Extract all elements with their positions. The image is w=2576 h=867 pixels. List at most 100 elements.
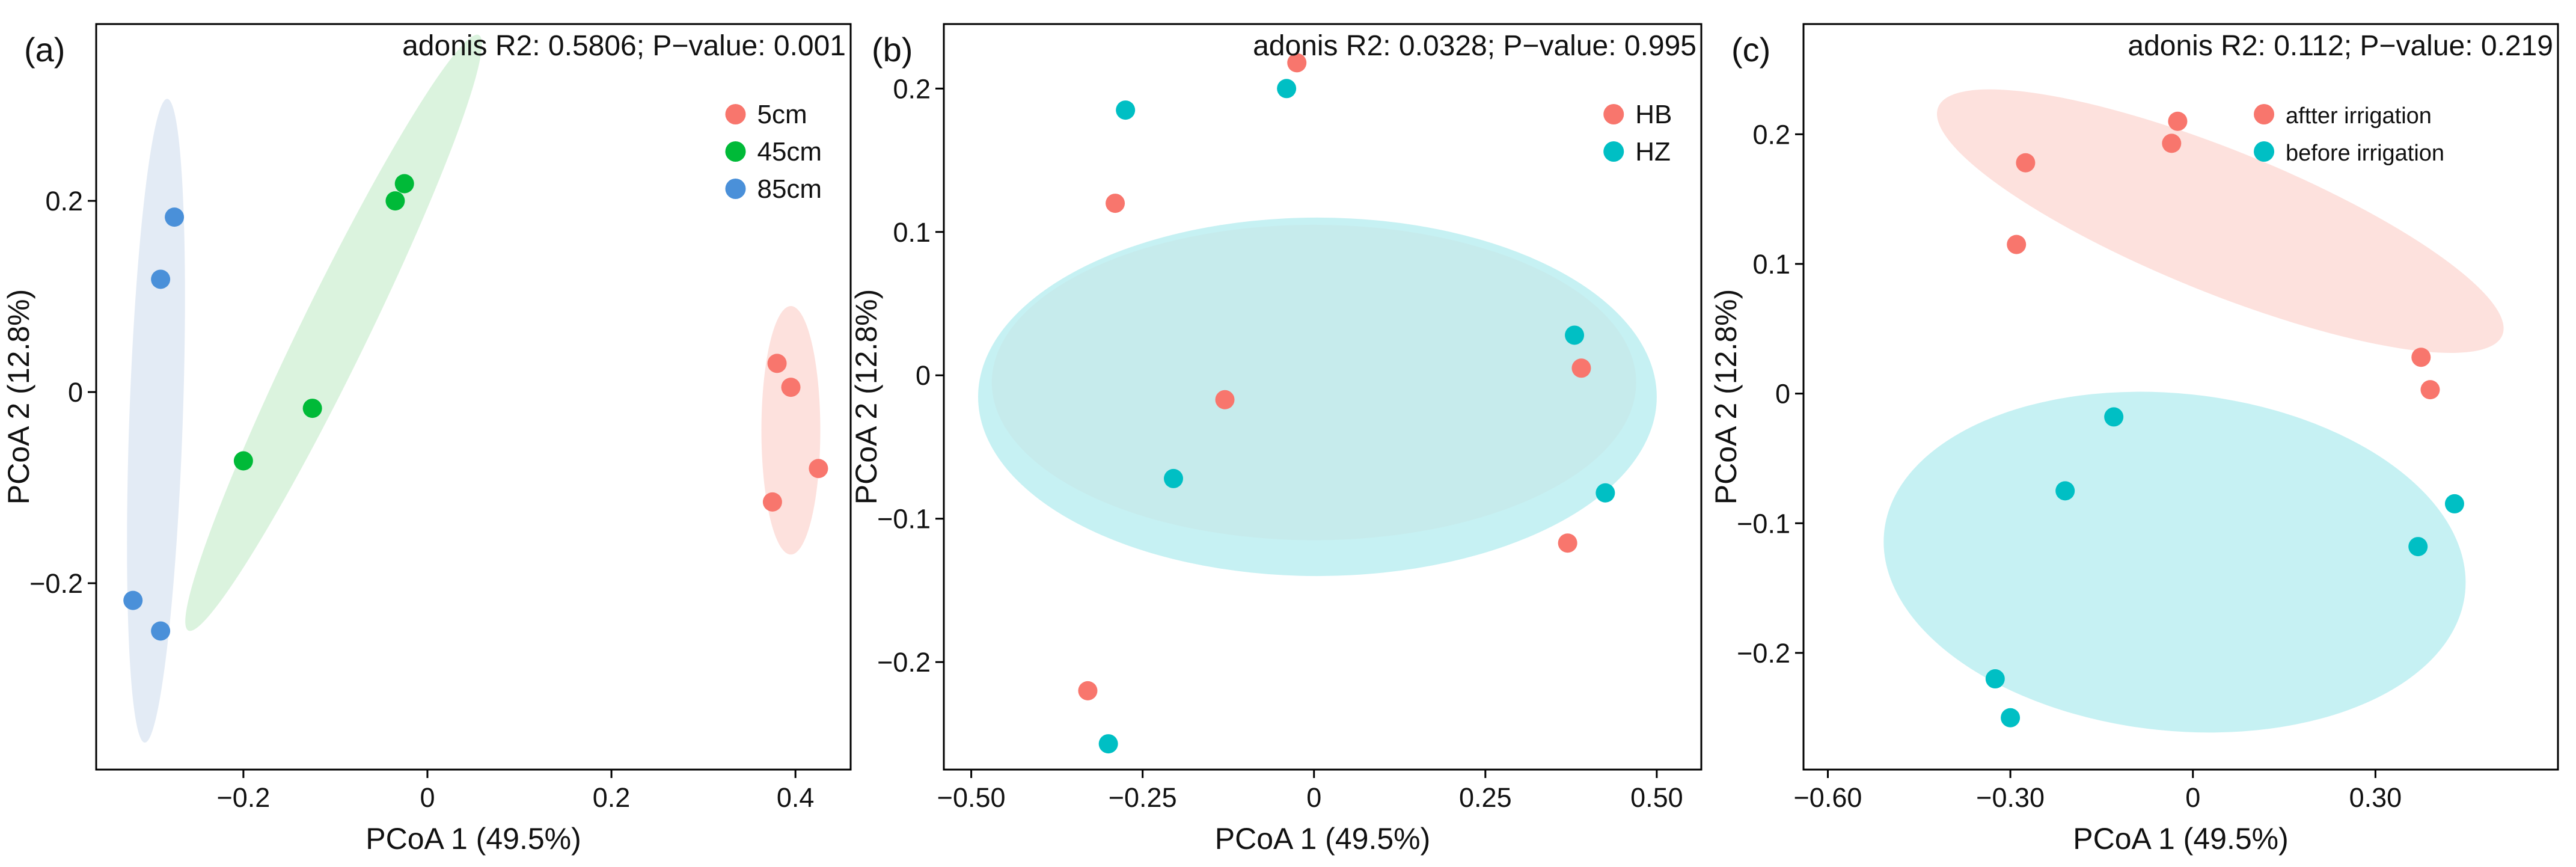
x-tick-label: 0.4 (777, 782, 815, 813)
point-hz-4 (1163, 468, 1183, 488)
point-aftter-irrigation-0 (2016, 153, 2036, 173)
point-hb-1 (1106, 194, 1125, 213)
panel-c: −0.60 −0.30 0 0.30 0.2 0.1 0 −0.1 −0.2 PCoA 1 (49… (1709, 23, 2559, 856)
y-tick-label: −0.2 (29, 568, 83, 599)
adonis-annotation: adonis R2: 0.0328; P−value: 0.995 (1253, 30, 1696, 62)
point-aftter-irrigation-1 (2168, 111, 2188, 131)
adonis-annotation: adonis R2: 0.112; P−value: 0.219 (2128, 30, 2553, 62)
ellipse-5cm (761, 305, 821, 555)
x-tick-label: −0.2 (216, 782, 270, 813)
point-hb-5 (1078, 681, 1098, 700)
legend-swatch (1603, 104, 1624, 124)
point-before-irrigation-1 (2055, 481, 2075, 501)
legend-label: 85cm (757, 174, 822, 204)
legend-swatch (725, 104, 746, 124)
x-tick-label: −0.50 (937, 782, 1006, 813)
y-tick-label: 0 (916, 360, 931, 391)
point-5cm-3 (762, 492, 782, 512)
panel-label: (a) (24, 31, 65, 69)
y-tick-label: 0 (68, 377, 83, 408)
point-hz-5 (1098, 734, 1118, 754)
y-axis-label: PCoA 2 (12.8%) (1709, 289, 1743, 505)
point-45cm-2 (302, 399, 322, 418)
legend-label: before irrigation (2286, 141, 2444, 166)
point-5cm-1 (781, 378, 801, 397)
y-tick-label: −0.2 (1737, 638, 1790, 669)
x-tick-label: 0.30 (2349, 782, 2402, 813)
point-before-irrigation-5 (2001, 708, 2021, 728)
point-before-irrigation-4 (1985, 669, 2005, 689)
point-85cm-1 (151, 269, 171, 289)
x-tick-label: −0.60 (1794, 782, 1862, 813)
y-axis-label: PCoA 2 (12.8%) (849, 289, 883, 505)
point-45cm-0 (394, 174, 414, 194)
x-tick-label: −0.30 (1976, 782, 2045, 813)
x-tick-label: 0 (420, 782, 435, 813)
panel-label: (b) (872, 31, 913, 69)
point-45cm-1 (385, 191, 405, 211)
legend-swatch (2254, 141, 2275, 162)
panel-a: −0.2 0 0.2 0.4 0.2 0 −0.2 PCoA 1 (49.5%) PCoA 2 … (2, 23, 852, 856)
point-85cm-0 (165, 207, 185, 227)
point-aftter-irrigation-4 (2411, 348, 2431, 367)
point-before-irrigation-0 (2104, 407, 2124, 427)
y-tick-label: 0.1 (1752, 249, 1790, 280)
y-tick-label: 0.2 (893, 73, 931, 104)
ellipse-before-irrigation (1883, 391, 2466, 733)
legend-label: 45cm (757, 137, 822, 167)
y-tick-label: −0.2 (877, 647, 931, 678)
x-tick-label: 0.50 (1630, 782, 1683, 813)
point-5cm-0 (767, 354, 787, 373)
point-hz-2 (1565, 325, 1585, 345)
point-hb-0 (1287, 53, 1307, 73)
x-tick-label: 0.2 (593, 782, 631, 813)
point-hb-4 (1558, 533, 1577, 553)
legend-swatch (725, 179, 746, 199)
point-hb-3 (1571, 358, 1591, 378)
legend-label: 5cm (757, 100, 807, 129)
point-hz-0 (1116, 100, 1136, 120)
panel-b: −0.50 −0.25 0 0.25 0.50 0.2 0.1 0 −0.1 −0.2 PCoA 1… (849, 23, 1703, 856)
ellipse-layer (1883, 89, 2504, 733)
x-tick-label: 0 (2185, 782, 2200, 813)
y-tick-label: 0 (1775, 379, 1790, 409)
legend-swatch (1603, 141, 1624, 162)
legend: HB HZ (1603, 100, 1672, 167)
ellipse-45cm (185, 34, 482, 631)
point-aftter-irrigation-2 (2162, 133, 2182, 153)
point-85cm-3 (151, 621, 171, 641)
point-hb-2 (1215, 390, 1235, 409)
point-before-irrigation-2 (2444, 494, 2464, 513)
plot-frame (95, 23, 852, 771)
legend-swatch (2254, 104, 2275, 124)
ellipse-layer (127, 34, 821, 743)
y-tick-label: 0.1 (893, 217, 931, 248)
x-tick-label: −0.25 (1109, 782, 1177, 813)
legend: 5cm 45cm 85cm (725, 100, 822, 204)
point-85cm-2 (123, 590, 143, 610)
ellipse-85cm (127, 99, 185, 743)
point-aftter-irrigation-3 (2007, 234, 2027, 254)
x-tick-label: 0 (1306, 782, 1321, 813)
point-aftter-irrigation-5 (2420, 380, 2440, 400)
x-axis-label: PCoA 1 (49.5%) (2073, 822, 2289, 856)
adonis-annotation: adonis R2: 0.5806; P−value: 0.001 (402, 30, 846, 62)
legend-label: HB (1635, 100, 1672, 129)
legend: aftter irrigation before irrigation (2254, 103, 2444, 166)
y-axis-label: PCoA 2 (12.8%) (2, 289, 35, 505)
x-tick-label: 0.25 (1459, 782, 1512, 813)
y-tick-label: 0.2 (45, 186, 83, 216)
point-5cm-2 (809, 459, 828, 479)
ellipse-aftter-irrigation (1936, 89, 2504, 353)
point-before-irrigation-3 (2408, 537, 2428, 557)
legend-label: HZ (1635, 137, 1671, 167)
panel-label: (c) (1731, 31, 1770, 69)
point-hz-3 (1595, 483, 1615, 503)
ellipse-layer (978, 217, 1657, 577)
y-tick-label: −0.1 (877, 504, 931, 535)
x-axis-label: PCoA 1 (49.5%) (366, 822, 581, 856)
y-tick-label: 0.2 (1752, 119, 1790, 150)
ellipse-hz (978, 217, 1657, 577)
plot-frame (943, 23, 1703, 771)
